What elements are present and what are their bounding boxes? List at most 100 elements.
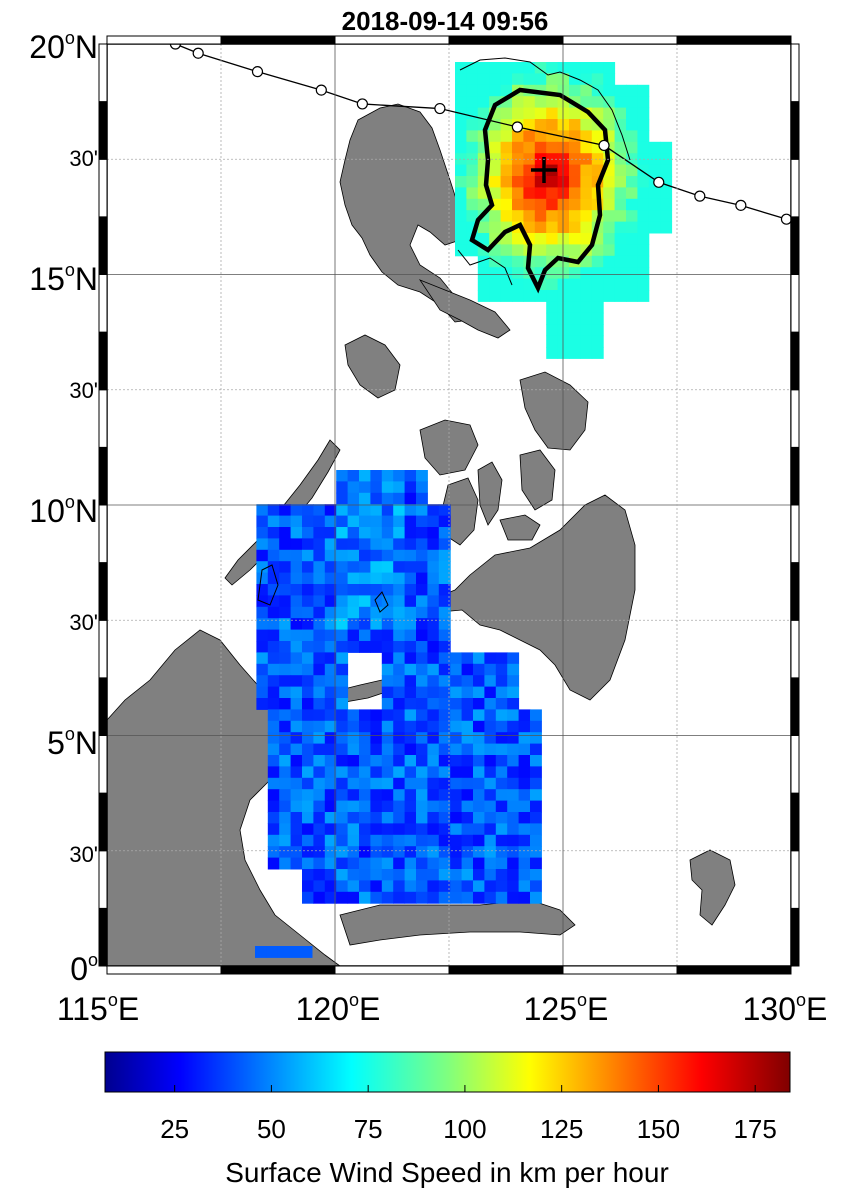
wind-cell <box>495 869 508 881</box>
wind-cell <box>507 834 520 847</box>
wind-cell <box>557 96 570 109</box>
wind-cell <box>438 880 451 893</box>
wind-cell <box>336 732 349 745</box>
wind-cell <box>256 606 269 619</box>
wind-cell <box>381 709 394 722</box>
wind-cell <box>290 629 303 642</box>
wind-cell <box>381 675 394 688</box>
wind-cell <box>381 652 394 665</box>
wind-cell <box>404 675 417 688</box>
wind-cell <box>512 62 524 74</box>
wind-cell <box>347 880 360 893</box>
wind-cell <box>484 686 497 699</box>
wind-cell <box>518 709 531 722</box>
wind-cell <box>279 846 292 859</box>
wind-cell <box>324 766 337 779</box>
wind-cell <box>523 290 536 302</box>
wind-cell <box>455 233 467 245</box>
wind-cell <box>660 210 673 223</box>
frame-segment <box>98 907 108 967</box>
wind-cell <box>347 732 360 745</box>
wind-cell <box>580 187 593 200</box>
wind-cell <box>302 743 314 756</box>
wind-cell <box>530 720 542 733</box>
wind-cell <box>569 119 581 131</box>
wind-cell <box>569 233 581 245</box>
wind-cell <box>416 515 428 528</box>
wind-cell <box>450 709 463 722</box>
wind-cell <box>404 812 417 824</box>
wind-cell <box>477 278 490 291</box>
wind-cell <box>580 324 593 337</box>
wind-cell <box>507 743 520 756</box>
wind-cell <box>495 732 508 745</box>
wind-cell <box>557 324 570 337</box>
wind-cell <box>381 663 394 676</box>
wind-cell <box>267 572 280 585</box>
wind-cell <box>381 595 394 608</box>
wind-cell <box>336 527 349 539</box>
wind-cell <box>489 198 502 211</box>
wind-cell <box>267 527 280 539</box>
wind-cell <box>495 846 508 859</box>
wind-cell <box>313 812 326 824</box>
wind-cell <box>461 846 474 859</box>
wind-cell <box>626 107 638 120</box>
wind-cell <box>534 290 547 302</box>
wind-cell <box>416 766 428 779</box>
wind-cell <box>450 846 463 859</box>
lat-label-15n: 15oN <box>29 260 98 297</box>
wind-cell <box>290 618 303 631</box>
wind-cell <box>473 663 485 676</box>
wind-cell <box>324 515 337 528</box>
lon-label-120e: 120oE <box>296 990 381 1027</box>
wind-cell <box>427 823 440 836</box>
wind-cell <box>347 720 360 733</box>
bohol-island <box>499 514 541 541</box>
wind-cell <box>302 698 314 710</box>
wind-cell <box>336 698 349 710</box>
wind-cell <box>507 686 520 699</box>
wind-cell <box>347 515 360 528</box>
wind-cell <box>484 857 497 870</box>
wind-cell <box>534 73 547 86</box>
wind-cell <box>438 743 451 756</box>
frame-segment <box>676 35 792 45</box>
wind-cell <box>279 789 292 802</box>
wind-cell <box>455 176 467 188</box>
wind-cell <box>279 572 292 585</box>
wind-cell <box>557 198 570 211</box>
wind-cell <box>557 312 570 325</box>
wind-cell <box>534 210 547 223</box>
wind-cell <box>569 62 581 74</box>
wind-cell <box>473 698 485 710</box>
wind-cell <box>393 846 406 859</box>
wind-cell <box>289 946 302 958</box>
wind-cell <box>336 823 349 836</box>
wind-cell <box>370 595 383 608</box>
wind-cell <box>427 880 440 893</box>
wind-cell <box>370 515 383 528</box>
wind-cell <box>512 153 524 166</box>
wind-cell <box>416 606 428 619</box>
wind-cell <box>466 210 479 223</box>
wind-cell <box>495 766 508 779</box>
wind-cell <box>347 629 360 642</box>
wind-cell <box>591 290 604 302</box>
wind-cell <box>427 891 440 904</box>
wind-cell <box>473 823 485 836</box>
wind-cell <box>336 777 349 790</box>
storm-track-point <box>780 213 793 225</box>
wind-cell <box>523 130 536 143</box>
wind-cell <box>370 504 383 517</box>
wind-cell <box>256 675 269 688</box>
wind-cell <box>313 618 326 631</box>
wind-cell <box>404 629 417 642</box>
wind-cell <box>455 187 467 200</box>
wind-cell <box>359 777 371 790</box>
longitude-labels: 115oE 120oE 125oE 130oE <box>57 990 828 1027</box>
wind-cell <box>534 107 547 120</box>
wind-cell <box>580 153 593 166</box>
wind-cell <box>359 492 371 505</box>
wind-cell <box>324 732 337 745</box>
